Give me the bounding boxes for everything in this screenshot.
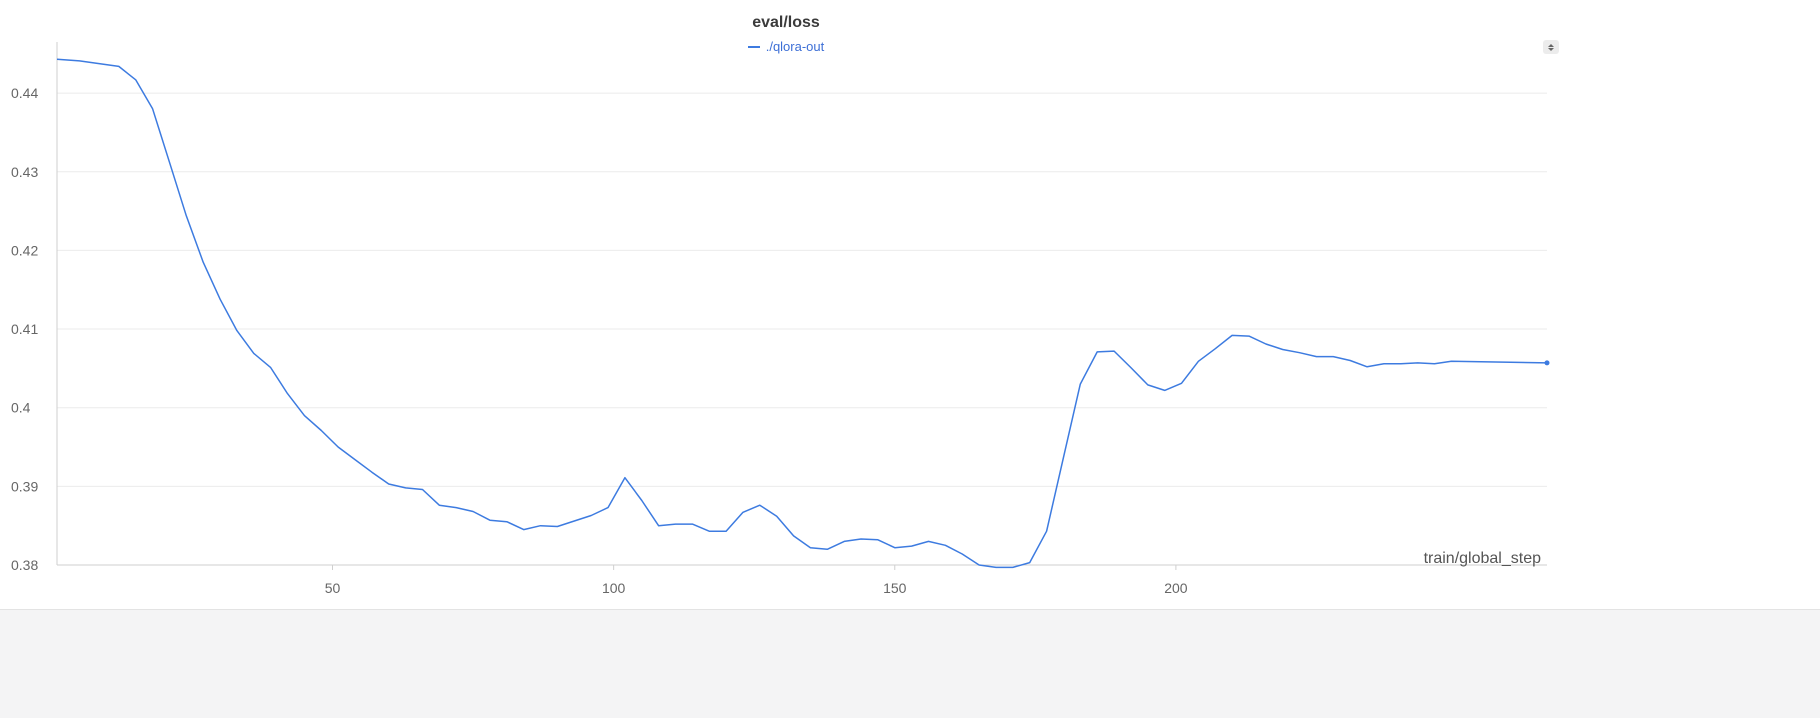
y-tick-label: 0.39 xyxy=(11,478,38,494)
series-group xyxy=(56,58,1550,569)
x-axis: 50 100 150 200 xyxy=(57,564,1547,596)
legend-line-swatch xyxy=(747,45,760,48)
grid xyxy=(57,92,1547,487)
legend-label[interactable]: ./qlora-out xyxy=(765,39,825,54)
caret-down-icon xyxy=(1548,47,1554,51)
x-tick-label: 100 xyxy=(602,580,626,596)
x-tick-label: 200 xyxy=(1164,580,1188,596)
y-tick-label: 0.38 xyxy=(11,557,38,573)
y-tick-label: 0.4 xyxy=(11,400,31,416)
y-tick-label: 0.44 xyxy=(11,85,38,101)
panel-footer xyxy=(0,609,1820,718)
y-axis: 0.38 0.39 0.4 0.41 0.42 0.43 0.44 xyxy=(11,42,58,573)
x-axis-label: train/global_step xyxy=(1424,550,1542,567)
y-tick-label: 0.43 xyxy=(11,164,38,180)
series-line-qlora-out xyxy=(56,58,1548,569)
legend: ./qlora-out xyxy=(0,39,1572,54)
line-chart[interactable]: 0.380.390.40.410.420.430.44 50 100 150 200 … xyxy=(0,0,1820,610)
x-tick-label: 150 xyxy=(883,580,907,596)
x-tick-label: 50 xyxy=(325,580,341,596)
y-tick-label: 0.42 xyxy=(11,242,38,258)
y-tick-label: 0.41 xyxy=(11,321,38,337)
chart-title: eval/loss xyxy=(752,14,820,31)
caret-up-icon xyxy=(1548,43,1554,47)
series-endpoint-marker xyxy=(1544,360,1550,366)
legend-scroll-button[interactable] xyxy=(1543,40,1559,54)
